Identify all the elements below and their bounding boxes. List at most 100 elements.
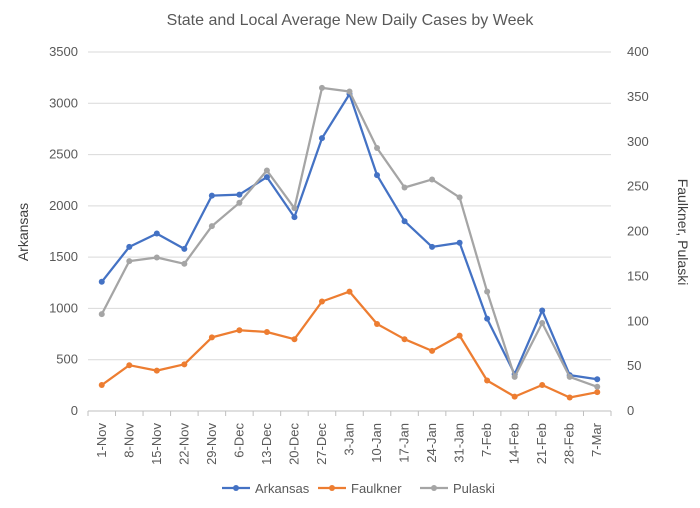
data-point <box>98 278 105 285</box>
data-point <box>181 245 188 252</box>
right-tick-label: 0 <box>627 403 634 418</box>
x-tick-label: 21-Feb <box>534 423 549 464</box>
data-point <box>539 307 546 314</box>
left-tick-label: 2500 <box>49 147 78 162</box>
right-tick-label: 300 <box>627 134 649 149</box>
data-point <box>456 239 463 246</box>
data-point <box>153 254 160 261</box>
data-point <box>456 332 463 339</box>
right-tick-label: 350 <box>627 89 649 104</box>
data-point <box>263 174 270 181</box>
left-axis-title: Arkansas <box>15 203 31 261</box>
data-point <box>484 288 491 295</box>
right-axis-title: Faulkner, Pulaski <box>675 179 691 286</box>
data-point <box>208 334 215 341</box>
data-point <box>236 199 243 206</box>
series-pulaski <box>98 84 601 390</box>
data-point <box>594 383 601 390</box>
x-tick-label: 22-Nov <box>176 423 191 465</box>
data-point <box>429 347 436 354</box>
x-tick-label: 7-Mar <box>589 422 604 457</box>
left-tick-label: 1500 <box>49 249 78 264</box>
x-tick-label: 3-Jan <box>342 423 357 456</box>
x-tick-label: 7-Feb <box>479 423 494 457</box>
data-point <box>318 298 325 305</box>
data-point <box>263 329 270 336</box>
data-point <box>401 184 408 191</box>
data-point <box>539 381 546 388</box>
data-point <box>236 327 243 334</box>
data-point <box>484 377 491 384</box>
x-tick-label: 29-Nov <box>204 423 219 465</box>
right-axis-ticks: 0 50 100 150 200 250 300 350 400 <box>627 44 649 418</box>
data-point <box>401 218 408 225</box>
data-point <box>401 336 408 343</box>
data-point <box>98 381 105 388</box>
x-tick-label: 14-Feb <box>507 423 522 464</box>
x-tick-label: 27-Dec <box>314 423 329 465</box>
data-point <box>153 367 160 374</box>
data-point <box>429 243 436 250</box>
data-point <box>236 191 243 198</box>
left-tick-label: 0 <box>71 403 78 418</box>
data-point <box>126 258 133 265</box>
right-tick-label: 150 <box>627 268 649 283</box>
data-point <box>566 394 573 401</box>
data-point <box>456 194 463 201</box>
data-point <box>429 176 436 183</box>
right-tick-label: 50 <box>627 358 641 373</box>
x-tick-label: 6-Dec <box>231 423 246 458</box>
series-line-faulkner <box>101 290 598 399</box>
left-tick-label: 2000 <box>49 198 78 213</box>
series-faulkner <box>98 288 601 401</box>
legend-swatch-marker <box>233 485 239 491</box>
x-tick-label: 8-Nov <box>121 423 136 458</box>
data-point <box>98 311 105 318</box>
data-point <box>291 205 298 212</box>
data-point <box>208 192 215 199</box>
series-line-pulaski <box>100 86 598 388</box>
data-point <box>511 373 518 380</box>
legend-swatch-marker <box>431 485 437 491</box>
x-tick-label: 24-Jan <box>424 423 439 463</box>
right-tick-label: 200 <box>627 224 649 239</box>
data-point <box>291 214 298 221</box>
x-tick-label: 28-Feb <box>562 423 577 464</box>
data-point <box>346 288 353 295</box>
legend-label: Faulkner <box>351 481 402 496</box>
data-point <box>126 243 133 250</box>
right-tick-label: 400 <box>627 44 649 59</box>
gridlines <box>88 51 611 412</box>
data-point <box>346 88 353 95</box>
left-tick-label: 3500 <box>49 44 78 59</box>
legend-swatch-marker <box>329 485 335 491</box>
data-point <box>511 393 518 400</box>
x-tick-label: 13-Dec <box>259 423 274 465</box>
data-point <box>594 389 601 396</box>
series-arkansas <box>98 91 601 383</box>
left-axis-ticks: 0 500 1000 1500 2000 2500 3000 3500 <box>49 44 78 418</box>
data-point <box>374 145 381 152</box>
data-point <box>318 135 325 142</box>
data-point <box>318 84 325 91</box>
legend-label: Pulaski <box>453 481 495 496</box>
right-tick-label: 250 <box>627 179 649 194</box>
data-point <box>291 336 298 343</box>
data-point <box>126 362 133 369</box>
x-tick-label: 17-Jan <box>397 423 412 463</box>
x-tick-label: 15-Nov <box>149 423 164 465</box>
left-tick-label: 3000 <box>49 95 78 110</box>
x-tick-label: 20-Dec <box>286 423 301 465</box>
series-group <box>98 84 601 401</box>
x-tick-label: 1-Nov <box>94 423 109 458</box>
data-point <box>153 230 160 237</box>
data-point <box>208 223 215 230</box>
chart-title: State and Local Average New Daily Cases … <box>167 12 535 29</box>
data-point <box>263 167 270 174</box>
data-point <box>539 320 546 327</box>
data-point <box>374 320 381 327</box>
legend-label: Arkansas <box>255 481 310 496</box>
x-tick-label: 10-Jan <box>369 423 384 463</box>
